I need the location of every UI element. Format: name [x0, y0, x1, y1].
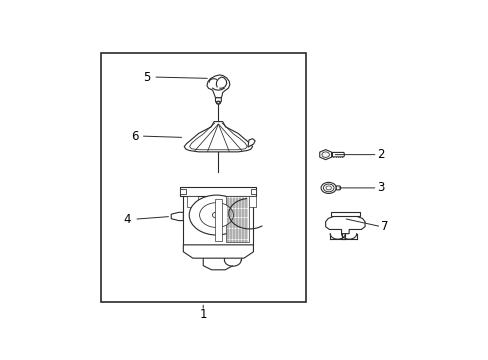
- Polygon shape: [332, 152, 344, 157]
- Circle shape: [321, 152, 329, 157]
- Polygon shape: [330, 212, 359, 216]
- Polygon shape: [336, 186, 340, 190]
- Polygon shape: [206, 75, 229, 98]
- Text: 6: 6: [131, 130, 139, 143]
- Circle shape: [216, 101, 220, 104]
- Bar: [180, 188, 256, 196]
- Circle shape: [189, 195, 244, 235]
- Polygon shape: [319, 150, 331, 159]
- Text: 4: 4: [123, 213, 131, 226]
- Text: 2: 2: [377, 148, 385, 161]
- Bar: [244, 196, 255, 207]
- Polygon shape: [215, 98, 221, 103]
- Circle shape: [217, 102, 220, 104]
- Text: 5: 5: [142, 71, 150, 84]
- Bar: [183, 188, 253, 245]
- Text: 1: 1: [199, 308, 206, 321]
- Bar: [214, 199, 222, 241]
- Circle shape: [212, 212, 220, 218]
- Polygon shape: [171, 212, 183, 221]
- Polygon shape: [247, 139, 255, 147]
- Text: 3: 3: [377, 181, 384, 194]
- Bar: [225, 196, 248, 242]
- Bar: [206, 196, 217, 207]
- Bar: [180, 189, 185, 194]
- Text: 7: 7: [381, 220, 388, 233]
- Circle shape: [321, 183, 336, 193]
- Bar: [187, 196, 197, 207]
- Bar: [101, 53, 305, 302]
- Polygon shape: [184, 122, 252, 152]
- Bar: [250, 189, 256, 194]
- Polygon shape: [325, 216, 365, 234]
- Circle shape: [199, 203, 233, 228]
- Polygon shape: [183, 245, 253, 258]
- Bar: [225, 196, 236, 207]
- Circle shape: [323, 184, 333, 192]
- Circle shape: [325, 186, 331, 190]
